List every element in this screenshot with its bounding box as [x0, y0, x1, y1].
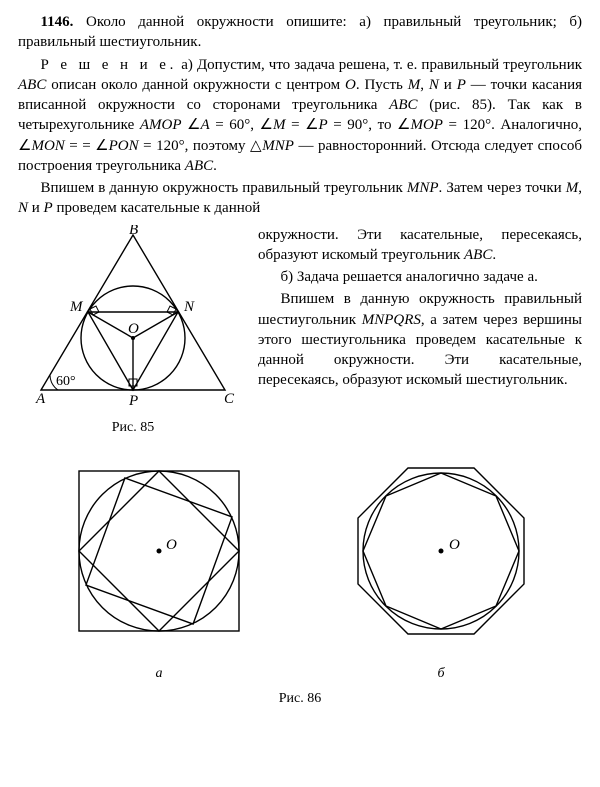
solution-p5: Впишем в данную окружность правильный ше… — [258, 289, 582, 390]
svg-text:N: N — [183, 299, 195, 315]
figure-86b-container: O б — [336, 451, 546, 684]
figure-86a-container: O а — [54, 451, 264, 684]
svg-text:C: C — [224, 391, 235, 407]
figure-86b-sublabel: б — [336, 665, 546, 684]
figure-86-row: O а O б — [18, 451, 582, 684]
figure-85-side-text: окружности. Эти касательные, пересекаясь… — [248, 225, 582, 393]
svg-text:B: B — [129, 225, 138, 238]
svg-text:O: O — [128, 321, 139, 337]
figure-85-caption: Рис. 85 — [18, 419, 248, 438]
figure-86-caption: Рис. 86 — [18, 690, 582, 709]
svg-text:60°: 60° — [56, 374, 76, 389]
svg-text:O: O — [449, 537, 460, 553]
svg-text:P: P — [128, 393, 138, 409]
solution-p2: Впишем в данную окружность правильный тр… — [18, 178, 582, 219]
solution-heading: Р е ш е н и е. — [41, 57, 178, 73]
part-a-label: а) — [181, 57, 193, 73]
figure-86a-svg: O — [54, 451, 264, 661]
problem-statement: 1146. Около данной окружности опишите: а… — [18, 12, 582, 53]
svg-text:A: A — [35, 391, 46, 407]
solution-p4: б) Задача решается аналогично задаче а. — [258, 267, 582, 287]
figure-85-row: A B C M N O P 60° Рис. 85 окружности. Эт… — [18, 225, 582, 438]
figure-86b-svg: O — [336, 451, 546, 661]
solution-p3: окружности. Эти касательные, пересекаясь… — [258, 225, 582, 266]
figure-86a-sublabel: а — [54, 665, 264, 684]
problem-number: 1146. — [41, 14, 74, 30]
svg-text:O: O — [166, 537, 177, 553]
svg-text:M: M — [69, 299, 84, 315]
figure-85-container: A B C M N O P 60° Рис. 85 — [18, 225, 248, 438]
figure-85-svg: A B C M N O P 60° — [28, 225, 238, 415]
solution-p1: Р е ш е н и е. а) Допустим, что задача р… — [18, 55, 582, 177]
problem-text: Около данной окружности опишите: а) прав… — [18, 14, 582, 50]
